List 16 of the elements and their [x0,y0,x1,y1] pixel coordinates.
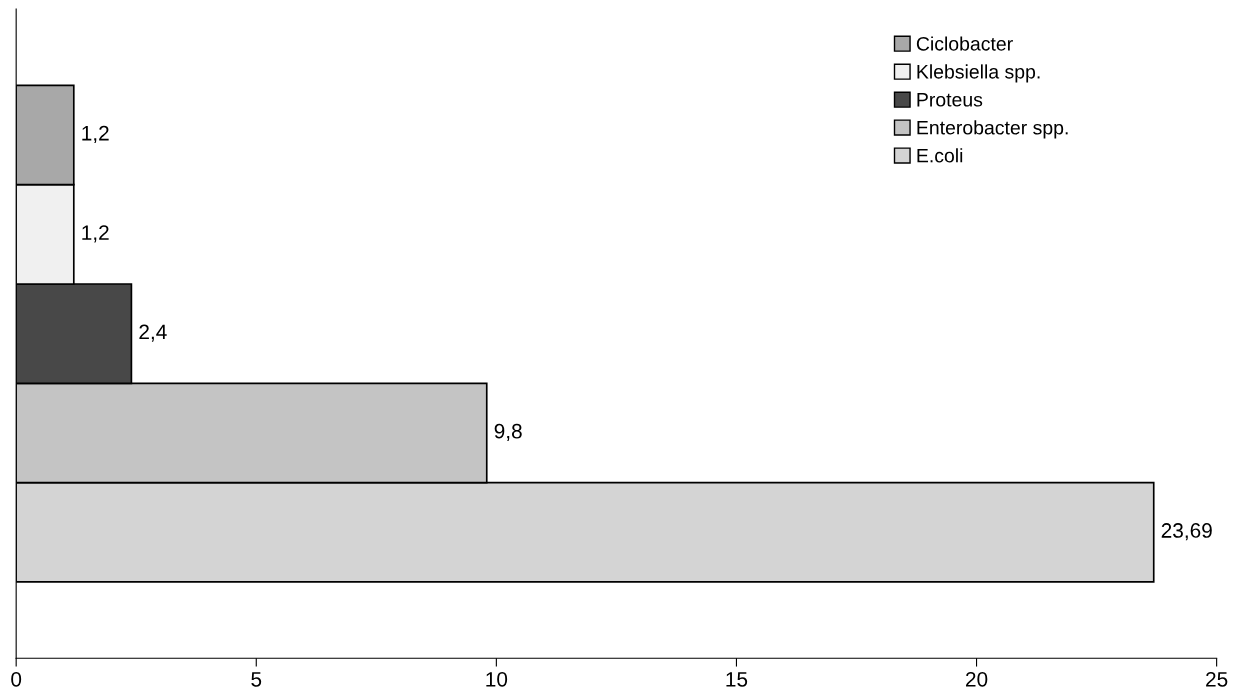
x-tick-label: 20 [966,671,988,687]
x-tick-label: 0 [11,671,22,687]
data-label: 9,8 [494,423,522,442]
legend-label: Klebsiella spp. [917,64,1040,83]
x-tick-label: 5 [251,672,262,687]
legend-label: E.coli [917,148,963,163]
data-label: 23,69 [1161,523,1212,541]
legend-label: Proteus [917,93,983,107]
x-tick-label: 25 [1206,671,1228,687]
data-label: 1,2 [82,225,109,243]
x-tick-label: 15 [726,672,748,687]
legend-label: Enterobacter spp. [917,120,1068,139]
legend-label: Ciclobacter [916,36,1013,51]
data-label: 2,4 [139,324,167,342]
x-tick-label: 10 [486,671,508,687]
data-label: 1,2 [82,125,109,144]
